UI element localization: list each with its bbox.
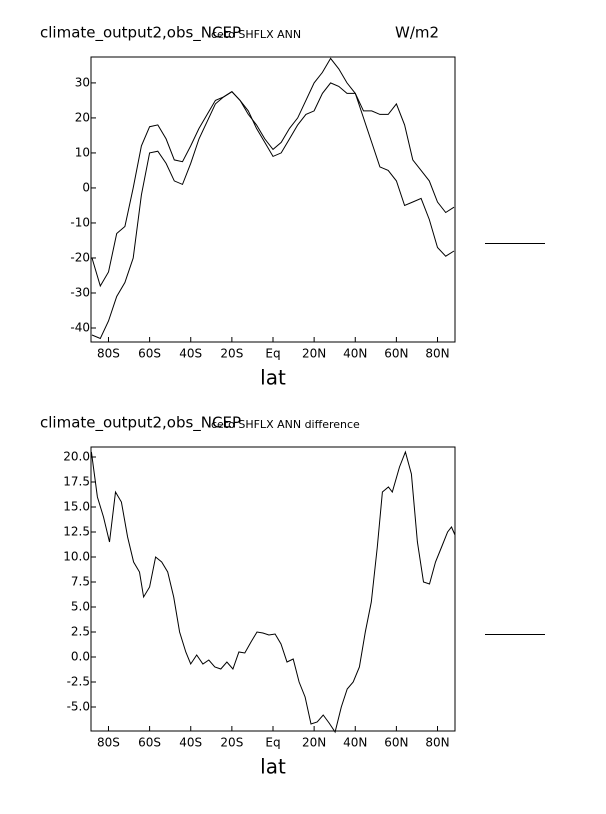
y-tick-label: 15.0: [63, 500, 90, 514]
y-tick-label: -20: [70, 250, 90, 264]
x-tick-label: 40S: [179, 736, 202, 750]
y-tick-label: 10.0: [63, 550, 90, 564]
x-tick-label: 80S: [97, 736, 120, 750]
chart-subtitle: ceto SHFLX ANN: [211, 28, 301, 41]
x-tick-label: 60N: [384, 347, 408, 361]
x-tick-label: 60S: [138, 736, 161, 750]
y-tick-label: 10: [75, 145, 90, 159]
units: W/m2: [395, 24, 439, 42]
x-tick-label: 40N: [343, 736, 367, 750]
plot-frame: [90, 446, 456, 732]
chart-title: climate_output2,obs_NCEP: [40, 414, 241, 433]
chart-title: climate_output2,obs_NCEP: [40, 24, 241, 43]
y-tick-label: -2.5: [67, 675, 90, 689]
x-tick-label: 80N: [425, 347, 449, 361]
x-axis-label: lat: [260, 366, 286, 390]
x-tick-label: 20S: [220, 736, 243, 750]
x-tick-label: 20S: [220, 347, 243, 361]
y-tick-label: 2.5: [71, 625, 90, 639]
y-tick-label: 17.5: [63, 475, 90, 489]
y-tick-label: -10: [70, 215, 90, 229]
y-tick-label: 5.0: [71, 600, 90, 614]
y-tick-label: -30: [70, 285, 90, 299]
x-tick-label: 20N: [302, 736, 326, 750]
x-tick-label: 80N: [425, 736, 449, 750]
chart-subtitle: ceto SHFLX ANN difference: [211, 418, 360, 431]
x-tick-label: 60S: [138, 347, 161, 361]
y-tick-label: 0: [82, 180, 90, 194]
x-tick-label: 40N: [343, 347, 367, 361]
plot-frame: [90, 56, 456, 343]
y-tick-label: 7.5: [71, 575, 90, 589]
x-tick-label: 80S: [97, 347, 120, 361]
data-line: [90, 450, 456, 734]
y-tick-label: 20: [75, 110, 90, 124]
data-line: [91, 57, 455, 288]
y-tick-label: -40: [70, 320, 90, 334]
y-tick-label: 20.0: [63, 450, 90, 464]
x-tick-label: 40S: [179, 347, 202, 361]
x-tick-label: Eq: [265, 736, 280, 750]
x-axis-label: lat: [260, 755, 286, 779]
x-tick-label: 20N: [302, 347, 326, 361]
data-line: [91, 82, 455, 340]
y-tick-label: -5.0: [67, 700, 90, 714]
y-tick-label: 0.0: [71, 650, 90, 664]
x-tick-label: Eq: [265, 347, 280, 361]
y-tick-label: 12.5: [63, 525, 90, 539]
y-tick-label: 30: [75, 75, 90, 89]
x-tick-label: 60N: [384, 736, 408, 750]
